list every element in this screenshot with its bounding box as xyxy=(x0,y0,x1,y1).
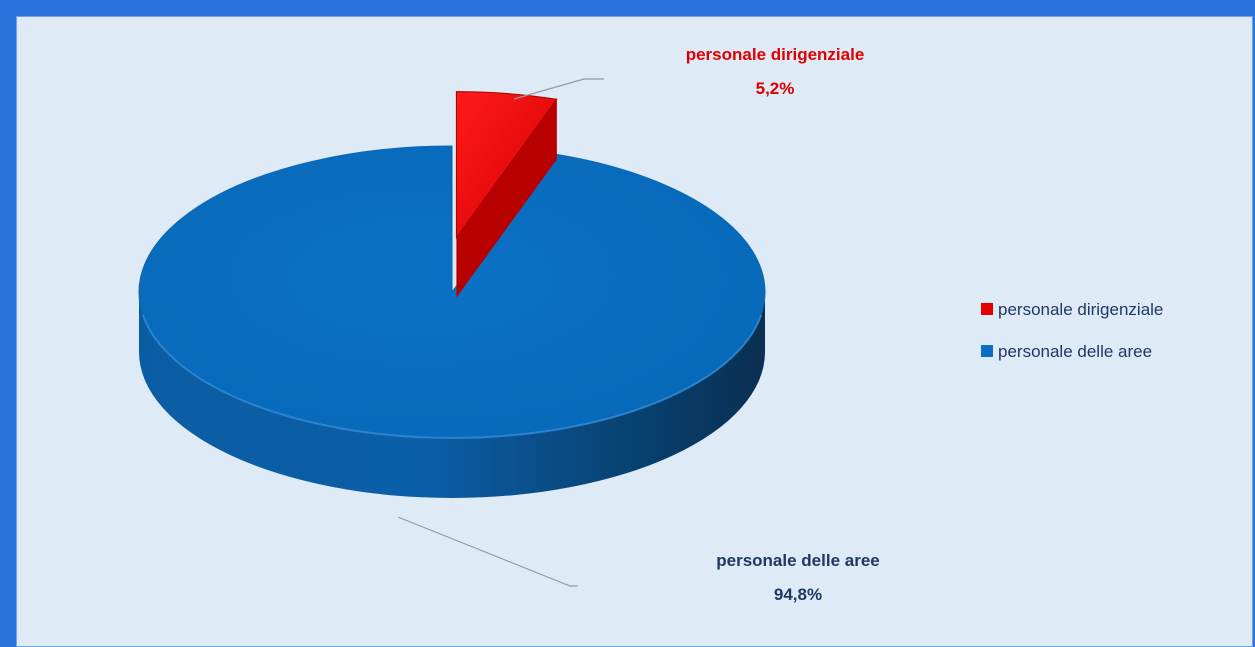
slice-label-personale-dirigenziale: personale dirigenziale xyxy=(686,45,865,64)
legend-swatch-personale-delle-aree xyxy=(981,345,993,357)
slice-label-personale-delle-aree: personale delle aree xyxy=(716,551,879,570)
slice-value-personale-delle-aree: 94,8% xyxy=(774,585,822,604)
leader-line-personale-dirigenziale xyxy=(513,78,604,100)
slice-personale-dirigenziale-wall xyxy=(456,99,557,298)
slice-personale-delle-aree xyxy=(138,145,766,439)
pie-group xyxy=(138,91,766,498)
legend: personale dirigenziale personale delle a… xyxy=(981,300,1163,361)
slice-value-personale-dirigenziale: 5,2% xyxy=(756,79,795,98)
legend-swatch-personale-dirigenziale xyxy=(981,303,993,315)
slice-personale-delle-aree-side xyxy=(139,292,765,498)
legend-entry-personale-dirigenziale: personale dirigenziale xyxy=(998,300,1163,319)
slice-personale-dirigenziale xyxy=(455,91,558,240)
leader-lines xyxy=(397,78,604,587)
legend-entry-personale-delle-aree: personale delle aree xyxy=(998,342,1152,361)
leader-line-personale-delle-aree xyxy=(397,516,578,587)
slice-personale-delle-aree-rim xyxy=(141,314,763,439)
